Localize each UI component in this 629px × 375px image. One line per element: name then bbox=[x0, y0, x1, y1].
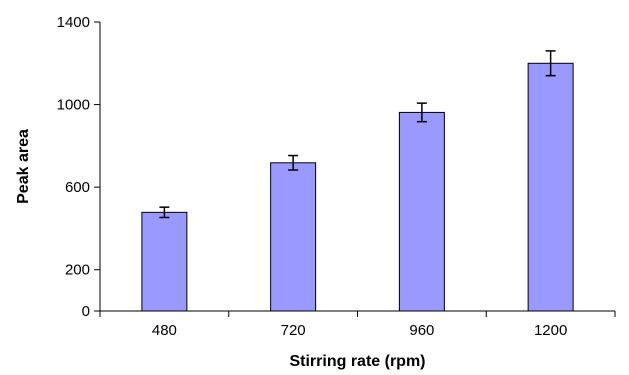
y-axis: 0 200 600 1000 1400 bbox=[57, 14, 101, 320]
bar bbox=[398, 111, 445, 312]
x-axis: 480 720 960 1200 bbox=[99, 310, 616, 339]
x-tick-label: 960 bbox=[409, 322, 434, 339]
y-tick-label: 200 bbox=[65, 262, 90, 279]
error-bars bbox=[159, 50, 556, 219]
y-tick-label: 1000 bbox=[57, 97, 90, 114]
y-tick-label: 1400 bbox=[57, 14, 90, 31]
bars bbox=[141, 62, 574, 312]
y-axis-title: Peak area bbox=[15, 129, 32, 204]
x-tick-label: 720 bbox=[281, 322, 306, 339]
x-axis-title: Stirring rate (rpm) bbox=[289, 353, 425, 370]
bar bbox=[270, 162, 317, 312]
bar bbox=[527, 62, 574, 312]
y-tick-label: 0 bbox=[82, 303, 90, 320]
bar bbox=[141, 211, 188, 312]
y-tick-label: 600 bbox=[65, 179, 90, 196]
x-tick-label: 480 bbox=[152, 322, 177, 339]
x-tick-label: 1200 bbox=[534, 322, 567, 339]
